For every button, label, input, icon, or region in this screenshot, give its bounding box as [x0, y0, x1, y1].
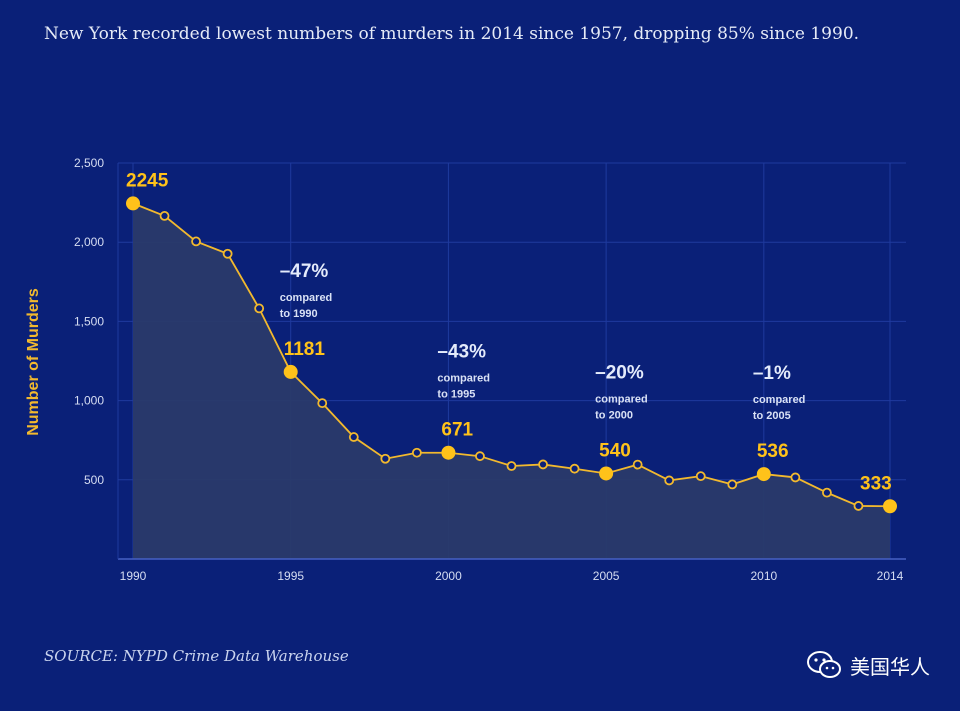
data-point	[475, 451, 485, 462]
x-tick-label: 2000	[435, 569, 462, 583]
data-point	[348, 432, 359, 442]
x-tick-label: 2010	[750, 569, 777, 583]
y-tick-label: 1,500	[74, 314, 104, 328]
chart-axes	[117, 163, 906, 560]
x-tick-label: 1995	[277, 569, 304, 583]
compared-label: compared	[437, 373, 490, 385]
data-point	[664, 475, 675, 486]
data-point	[695, 471, 706, 482]
area-fill	[133, 203, 890, 559]
data-point	[380, 453, 391, 464]
compared-label: compared	[595, 393, 648, 405]
value-label: 1181	[284, 339, 326, 360]
value-label: 536	[757, 441, 789, 462]
data-point	[411, 447, 422, 458]
source-note: SOURCE: NYPD Crime Data Warehouse	[44, 647, 349, 665]
data-point	[569, 463, 580, 474]
y-tick-label: 2,500	[74, 156, 104, 170]
y-tick-label: 2,000	[74, 235, 104, 249]
data-point	[254, 303, 265, 314]
compared-label: to 1995	[437, 389, 475, 401]
change-label: –43%	[437, 342, 486, 363]
headline: New York recorded lowest numbers of murd…	[44, 24, 860, 44]
chart-points	[126, 196, 897, 514]
change-label: –1%	[753, 363, 791, 384]
data-point	[853, 501, 864, 511]
value-label: 671	[441, 420, 473, 441]
data-point	[159, 211, 170, 221]
change-label: –20%	[595, 362, 644, 383]
wechat-icon	[807, 651, 841, 678]
value-label: 333	[860, 473, 892, 494]
x-tick-label: 2014	[877, 569, 904, 583]
data-point	[191, 236, 201, 247]
data-point	[822, 487, 832, 498]
value-label: 2245	[126, 170, 169, 191]
compared-label: compared	[753, 394, 806, 406]
change-label: –47%	[280, 261, 329, 282]
y-axis-label: Number of Murders	[25, 288, 42, 436]
compared-label: to 1990	[280, 308, 318, 320]
highlight-point	[126, 196, 140, 211]
highlight-point	[599, 466, 614, 481]
chart-annotations: 2245 1181 –47% compared to 1990 671 –43% compar…	[126, 170, 892, 494]
brand[interactable]: 美国华人	[806, 650, 930, 680]
data-point	[538, 459, 548, 470]
compared-label: compared	[280, 292, 333, 304]
highlight-point	[756, 467, 771, 482]
data-point	[222, 248, 233, 259]
data-point	[790, 472, 801, 483]
data-point	[727, 479, 738, 490]
highlight-point	[283, 364, 298, 379]
highlight-point	[883, 499, 897, 514]
data-point	[506, 461, 517, 471]
highlight-point	[441, 445, 456, 460]
compared-label: to 2000	[595, 409, 633, 421]
data-point	[317, 398, 328, 409]
y-tick-label: 1,000	[74, 394, 104, 408]
data-point	[632, 459, 643, 470]
y-tick-label: 500	[84, 473, 104, 487]
x-tick-label: 2005	[593, 569, 620, 583]
value-label: 540	[599, 440, 631, 461]
compared-label: to 2005	[753, 410, 791, 422]
x-tick-label: 1990	[120, 569, 147, 583]
chart-ticks: 500 1,000 1,500 2,000 2,500 1990 1995 2000 2005 2…	[74, 156, 904, 583]
brand-label: 美国华人	[850, 654, 930, 679]
